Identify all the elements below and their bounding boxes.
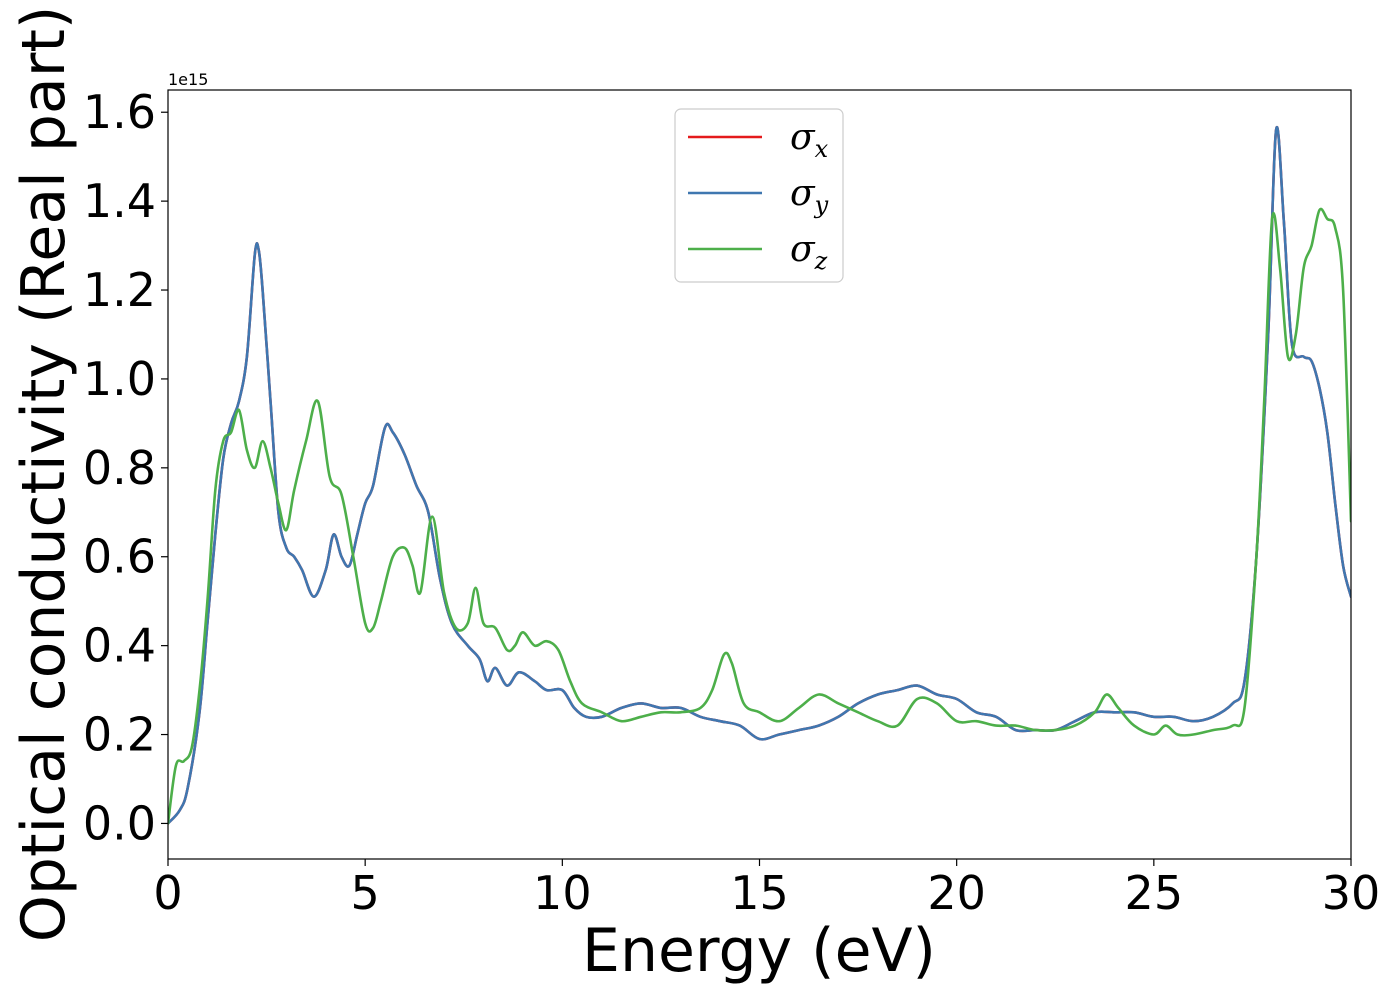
series-line-sigma-y [168, 125, 1351, 825]
y-offset-label: 1e15 [168, 70, 208, 89]
x-tick-label: 20 [927, 866, 986, 920]
x-axis-label: Energy (eV) [582, 916, 936, 986]
legend-box [674, 108, 844, 283]
y-axis: 0.0 0.2 0.4 0.6 0.8 1.0 1.2 1.4 1.6 [83, 85, 168, 850]
y-tick-label: 0.4 [83, 619, 156, 673]
series-layer [168, 125, 1351, 825]
y-tick-label: 1.0 [83, 352, 156, 406]
x-tick-label: 0 [153, 866, 182, 920]
y-tick-label: 0.8 [83, 441, 156, 495]
x-tick-label: 30 [1322, 866, 1381, 920]
legend-label-sigma-z: σz [790, 229, 828, 275]
legend-label-sigma-x: σx [790, 117, 829, 163]
x-tick-label: 25 [1125, 866, 1184, 920]
y-tick-label: 1.4 [83, 174, 156, 228]
series-line-sigma-z [168, 207, 1351, 825]
y-tick-label: 1.6 [83, 85, 156, 139]
legend-label-sigma-y: σy [790, 173, 829, 219]
y-tick-label: 0.6 [83, 530, 156, 584]
y-tick-label: 0.0 [83, 796, 156, 850]
y-axis-label: Optical conductivity (Real part) [9, 6, 79, 943]
x-tick-label: 5 [351, 866, 380, 920]
x-tick-label: 15 [730, 866, 789, 920]
x-tick-label: 10 [533, 866, 592, 920]
legend: σx σy σz [674, 108, 844, 283]
y-tick-label: 1.2 [83, 263, 156, 317]
x-axis: 0 5 10 15 20 25 30 [153, 859, 1380, 920]
y-tick-label: 0.2 [83, 708, 156, 762]
